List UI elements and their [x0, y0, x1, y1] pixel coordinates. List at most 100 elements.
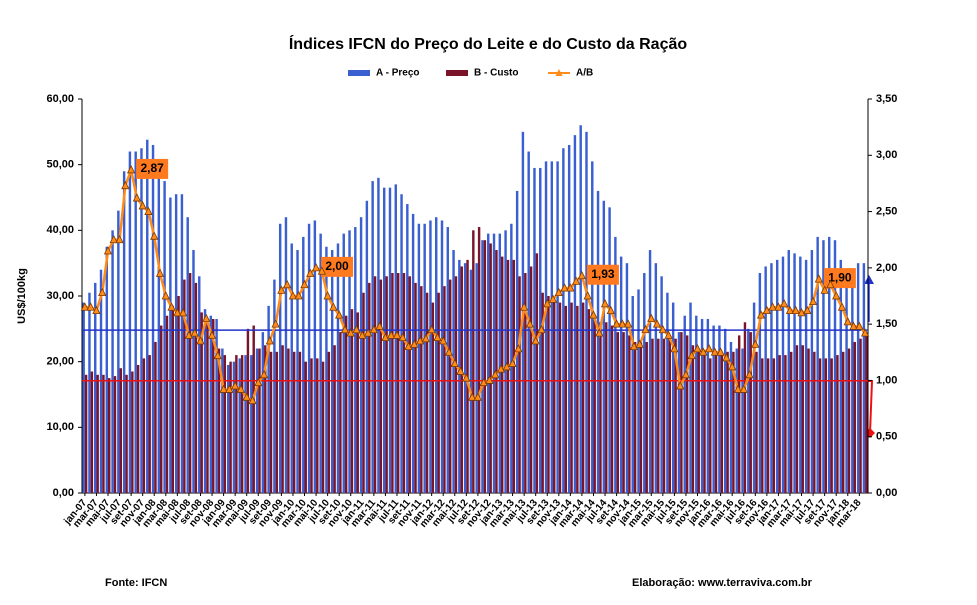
- bar: [350, 309, 354, 493]
- bar: [573, 135, 577, 493]
- bar: [163, 181, 166, 494]
- line-marker: [132, 193, 142, 202]
- data-label: 1,93: [591, 267, 615, 281]
- bar: [148, 355, 151, 493]
- bar: [321, 361, 325, 493]
- bar: [310, 358, 313, 493]
- line-marker: [739, 384, 748, 393]
- bar: [816, 236, 819, 493]
- bar: [772, 358, 776, 493]
- bar: [316, 358, 319, 493]
- data-label-box: [136, 158, 169, 179]
- line-marker: [317, 266, 326, 275]
- line-marker: [670, 344, 679, 353]
- line-marker: [115, 234, 124, 244]
- bar: [562, 148, 565, 493]
- bar: [417, 223, 421, 493]
- bar: [330, 250, 334, 493]
- bar: [232, 361, 236, 493]
- bar: [472, 230, 475, 494]
- bar: [454, 276, 458, 493]
- line-marker: [797, 307, 806, 317]
- bar: [420, 286, 423, 493]
- bar: [625, 263, 629, 493]
- bar: [556, 161, 559, 493]
- bar: [194, 282, 198, 493]
- bar: [743, 322, 747, 493]
- bar: [192, 250, 195, 493]
- bar: [691, 345, 695, 493]
- bar: [154, 341, 157, 493]
- bar: [591, 161, 594, 493]
- y2-tick-label: 2,50: [876, 205, 897, 217]
- line-marker: [398, 332, 407, 342]
- line-marker: [652, 319, 662, 328]
- line-marker: [780, 298, 789, 308]
- bar: [400, 194, 403, 493]
- line-marker: [456, 366, 465, 375]
- bar: [504, 230, 507, 494]
- bar: [723, 328, 727, 493]
- bar: [125, 374, 128, 493]
- bar: [529, 266, 533, 493]
- line-marker: [687, 350, 696, 360]
- bar: [302, 236, 305, 493]
- bar: [614, 236, 617, 493]
- bar: [709, 358, 712, 493]
- bar: [278, 223, 282, 493]
- bar: [703, 355, 706, 493]
- line-marker: [213, 350, 222, 360]
- bar: [668, 338, 672, 493]
- bar: [206, 322, 209, 493]
- bar: [287, 348, 290, 493]
- bar: [758, 273, 762, 493]
- bar: [223, 355, 227, 493]
- line-marker: [173, 307, 182, 317]
- bar: [677, 332, 681, 493]
- line-marker: [693, 344, 702, 353]
- bar: [88, 292, 91, 493]
- line-marker: [121, 180, 130, 190]
- bar: [662, 338, 666, 493]
- bar: [862, 263, 866, 493]
- bar: [749, 332, 752, 493]
- line-marker: [722, 353, 731, 362]
- line-marker: [554, 287, 563, 297]
- bar: [729, 341, 733, 493]
- line-marker: [340, 324, 350, 334]
- bar: [602, 200, 606, 494]
- bar: [697, 351, 700, 493]
- bar: [333, 345, 336, 493]
- bar: [171, 305, 175, 493]
- bar: [544, 161, 548, 493]
- line-marker: [849, 321, 858, 330]
- bar: [498, 233, 502, 493]
- bar: [506, 259, 510, 493]
- line-marker: [288, 291, 298, 300]
- bar: [339, 332, 342, 493]
- bar: [336, 243, 340, 493]
- bar: [460, 266, 463, 493]
- chart-title: Índices IFCN do Preço do Leite e do Cust…: [289, 34, 688, 53]
- bar: [524, 273, 527, 493]
- bar: [828, 236, 831, 493]
- line-marker: [618, 319, 627, 328]
- y-tick-label: 40,00: [46, 224, 74, 236]
- bar: [567, 144, 571, 493]
- bar: [801, 345, 804, 493]
- bar: [643, 273, 646, 493]
- data-label-box: [321, 256, 354, 277]
- ratio-line: [84, 165, 867, 403]
- line-marker: [589, 310, 598, 319]
- bar: [637, 289, 640, 493]
- bar: [810, 250, 814, 493]
- bar: [379, 279, 383, 493]
- bar: [388, 187, 392, 493]
- line-marker: [352, 324, 361, 334]
- data-label: 1,90: [828, 270, 852, 284]
- line-marker: [329, 302, 338, 311]
- legend-marker: [555, 69, 563, 76]
- bar: [246, 328, 250, 493]
- line-marker: [109, 234, 118, 244]
